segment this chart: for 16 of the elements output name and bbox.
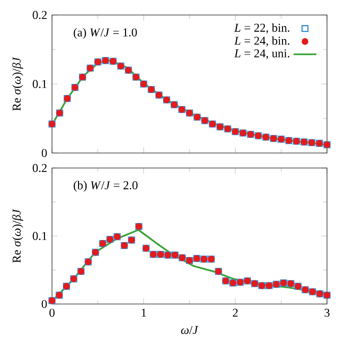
y-tick-label: 0.1 [32, 80, 47, 88]
annotation: (a) W/J = 1.0 [74, 28, 137, 39]
y-tick-label: 0.1 [32, 232, 47, 240]
y-tick-label: 0 [42, 300, 47, 308]
y-tick-label: 0 [42, 148, 47, 158]
annotation: (b) W/J = 2.0 [74, 180, 138, 192]
y-tick-label: 0.2 [32, 10, 47, 20]
legend-label: L = 24, uni. [234, 49, 290, 60]
x-tick-label: 3 [324, 308, 330, 317]
y-tick-label: 0.2 [32, 164, 47, 172]
x-tick-label: 1 [142, 308, 146, 317]
legend-label: L = 22, bin. [234, 23, 290, 34]
x-tick-label: 2 [232, 308, 238, 317]
x-tick-label: 0 [49, 308, 55, 317]
x-axis-title: ω/J [181, 326, 198, 334]
legend-label: L = 24, bin. [234, 36, 290, 47]
